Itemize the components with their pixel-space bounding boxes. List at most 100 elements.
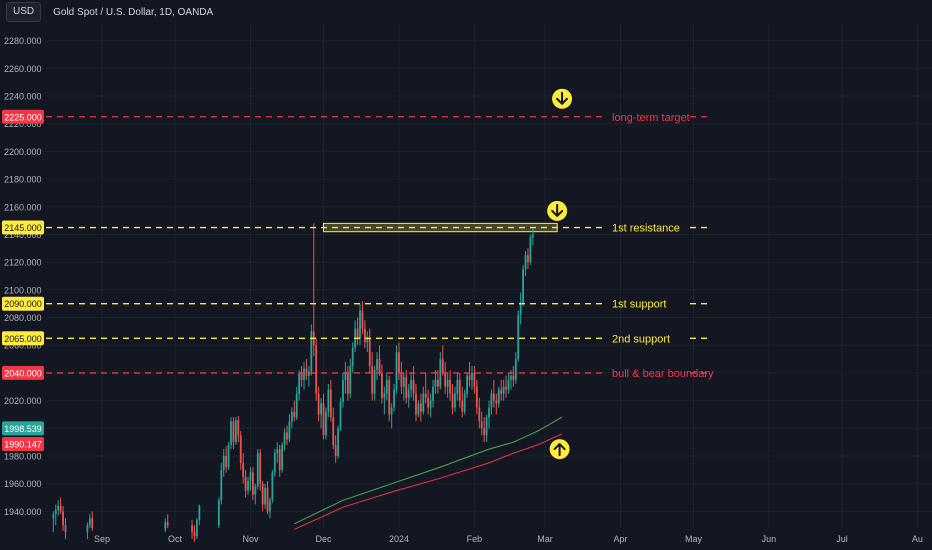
candle-body — [271, 472, 274, 501]
level-label: 2nd support — [612, 333, 670, 345]
candle-body — [57, 505, 60, 510]
x-tick-label: Jun — [762, 534, 777, 544]
candle-body — [307, 371, 310, 376]
candle-body — [502, 386, 505, 394]
level-label: long-term target — [612, 112, 690, 124]
candle-body — [322, 403, 325, 436]
candle-body — [254, 486, 257, 495]
candle-body — [239, 435, 242, 463]
candle-body — [315, 345, 318, 394]
x-tick-label: Nov — [242, 534, 259, 544]
candle-body — [256, 453, 259, 487]
candle-body — [505, 386, 507, 390]
candle-body — [405, 377, 408, 398]
arrows — [547, 88, 573, 460]
candle-body — [88, 518, 91, 526]
price-tag — [2, 421, 44, 436]
candle-body — [500, 389, 503, 394]
candle-body — [222, 456, 225, 470]
candle-body — [497, 389, 500, 404]
candle-body — [422, 393, 425, 412]
price-tag — [2, 331, 44, 346]
candle-body — [454, 393, 456, 408]
candle-body — [230, 421, 232, 445]
candle-body — [524, 255, 527, 270]
y-tick-label: 2240.000 — [4, 92, 42, 102]
candle-body — [91, 518, 94, 528]
candle-body — [466, 375, 469, 394]
candle-body — [531, 234, 534, 238]
candle-body — [366, 338, 369, 343]
time-axis[interactable]: Sep Oct Nov Dec 2024 Feb Mar Apr May Jun Jul Au — [94, 534, 923, 544]
candle-body — [334, 444, 337, 456]
candle-body — [434, 379, 437, 387]
y-tick-label: 2140.000 — [4, 230, 42, 240]
candle-body — [242, 462, 245, 477]
price-tag — [2, 436, 44, 451]
level-label: bull & bear boundary — [612, 368, 714, 380]
candle-body — [361, 310, 364, 329]
candle-body — [395, 352, 398, 390]
x-tick-label: Au — [912, 534, 923, 544]
candle-body — [492, 393, 495, 401]
candle-body — [266, 487, 269, 512]
candle-body — [400, 372, 403, 387]
candle-body — [478, 407, 481, 422]
candle-body — [286, 432, 288, 440]
candle-body — [463, 393, 466, 412]
price-tag-label: 2090.000 — [4, 299, 42, 309]
candle-body — [419, 403, 422, 412]
candle-body — [429, 400, 432, 408]
candle-body — [359, 310, 361, 339]
candle-body — [283, 432, 286, 445]
x-tick-label: Sep — [94, 534, 110, 544]
candle-body — [458, 379, 461, 401]
y-tick-label: 2220.000 — [4, 119, 42, 129]
candle-body — [317, 393, 320, 415]
price-tag-label: 1998.539 — [4, 424, 42, 434]
candle-body — [249, 472, 252, 481]
candle-body — [444, 372, 447, 387]
candle-body — [415, 393, 417, 415]
x-tick-label: Dec — [315, 534, 332, 544]
y-tick-label: 2100.000 — [4, 285, 42, 295]
candle-body — [252, 472, 254, 495]
candle-body — [276, 449, 279, 454]
price-tag-label: 1990.147 — [4, 439, 42, 449]
candle-body — [281, 444, 284, 470]
candle-body — [259, 453, 262, 484]
chart-header: USD Gold Spot / U.S. Dollar, 1D, OANDA — [0, 0, 932, 24]
price-tag — [2, 109, 44, 124]
level-label: 1st support — [612, 299, 666, 311]
candles — [52, 223, 534, 542]
candle-body — [446, 379, 449, 387]
candle-body — [441, 359, 444, 373]
y-tick-label: 2060.000 — [4, 341, 42, 351]
candle-body — [278, 449, 281, 470]
candle-body — [332, 417, 335, 445]
ma-red-line — [294, 433, 563, 530]
candle-body — [300, 372, 303, 380]
y-tick-label: 2020.000 — [4, 396, 42, 406]
candle-body — [376, 359, 378, 371]
candle-body — [449, 379, 451, 394]
candle-body — [293, 411, 296, 418]
candle-body — [488, 407, 490, 418]
candle-body — [461, 400, 464, 412]
candle-body — [164, 522, 167, 530]
y-tick-label: 2280.000 — [4, 36, 42, 46]
candle-body — [232, 421, 235, 443]
ma-green-line — [294, 416, 563, 525]
candle-body — [437, 379, 439, 387]
candle-body — [483, 428, 486, 436]
price-axis[interactable]: 1940.0001960.0001980.0002000.0002020.000… — [4, 36, 42, 517]
candle-body — [371, 366, 374, 394]
candle-body — [342, 379, 344, 402]
x-tick-label: Mar — [537, 534, 553, 544]
currency-button[interactable]: USD — [6, 2, 42, 22]
candle-body — [64, 525, 67, 533]
candle-body — [52, 514, 55, 519]
candle-body — [261, 483, 264, 505]
